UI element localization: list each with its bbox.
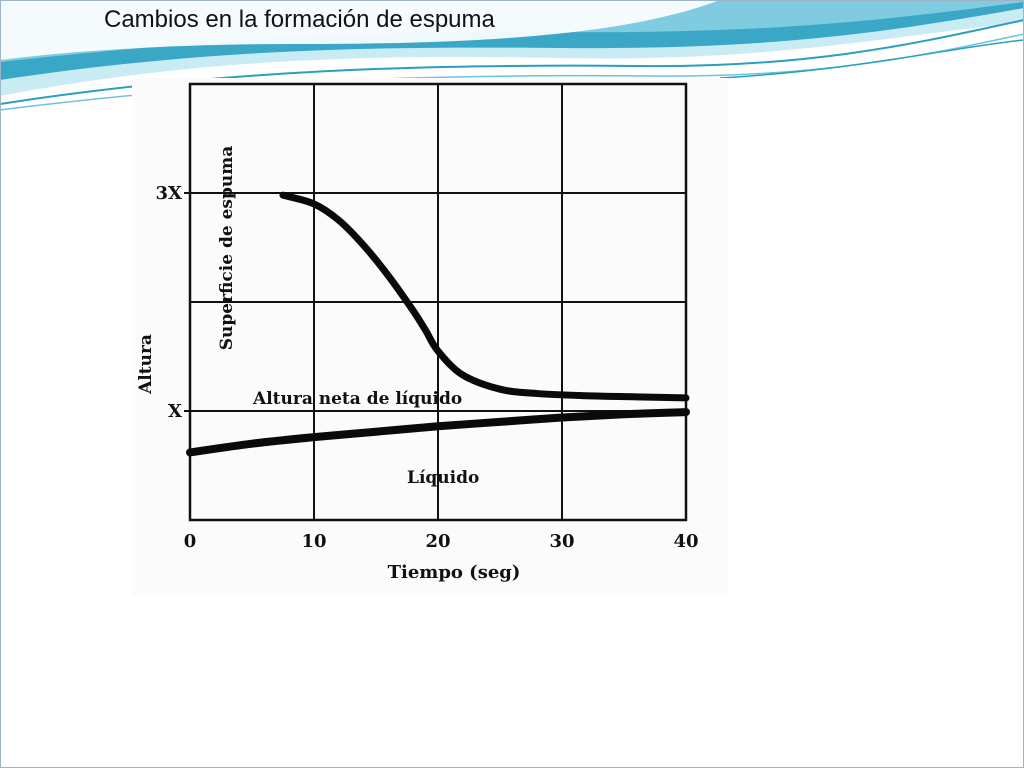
chart-panel: 0 10 20 30 40 X 3X Altura Tiempo (seg) Superfi… (132, 78, 728, 596)
annotation-foam-surface: Superficie de espuma (217, 146, 237, 350)
series-line-superficie-de-espuma (279, 191, 690, 402)
x-tick-label: 0 (184, 531, 197, 552)
wave-header-decoration (0, 0, 1024, 111)
slide-title: Cambios en la formación de espuma (104, 6, 495, 33)
tick-layer: 0 10 20 30 40 X 3X (156, 183, 699, 552)
x-tick-label: 30 (549, 531, 574, 552)
y-tick-label: 3X (156, 183, 183, 204)
series-layer (186, 191, 690, 457)
x-axis-label: Tiempo (seg) (388, 562, 521, 583)
annotation-liquid: Líquido (407, 468, 479, 488)
foam-chart: 0 10 20 30 40 X 3X Altura Tiempo (seg) Superfi… (136, 82, 699, 583)
wave-title-backdrop (0, 0, 720, 60)
y-tick-label: X (168, 401, 182, 422)
annotation-net-liquid-height: Altura neta de líquido (252, 389, 462, 409)
x-tick-label: 20 (425, 531, 450, 552)
grid-layer (188, 82, 688, 522)
wave-line-3 (719, 39, 1024, 79)
series-line-altura-neta-de-liquido (186, 408, 690, 457)
x-tick-label: 10 (301, 531, 326, 552)
y-axis-label: Altura (136, 334, 156, 395)
x-tick-label: 40 (673, 531, 698, 552)
